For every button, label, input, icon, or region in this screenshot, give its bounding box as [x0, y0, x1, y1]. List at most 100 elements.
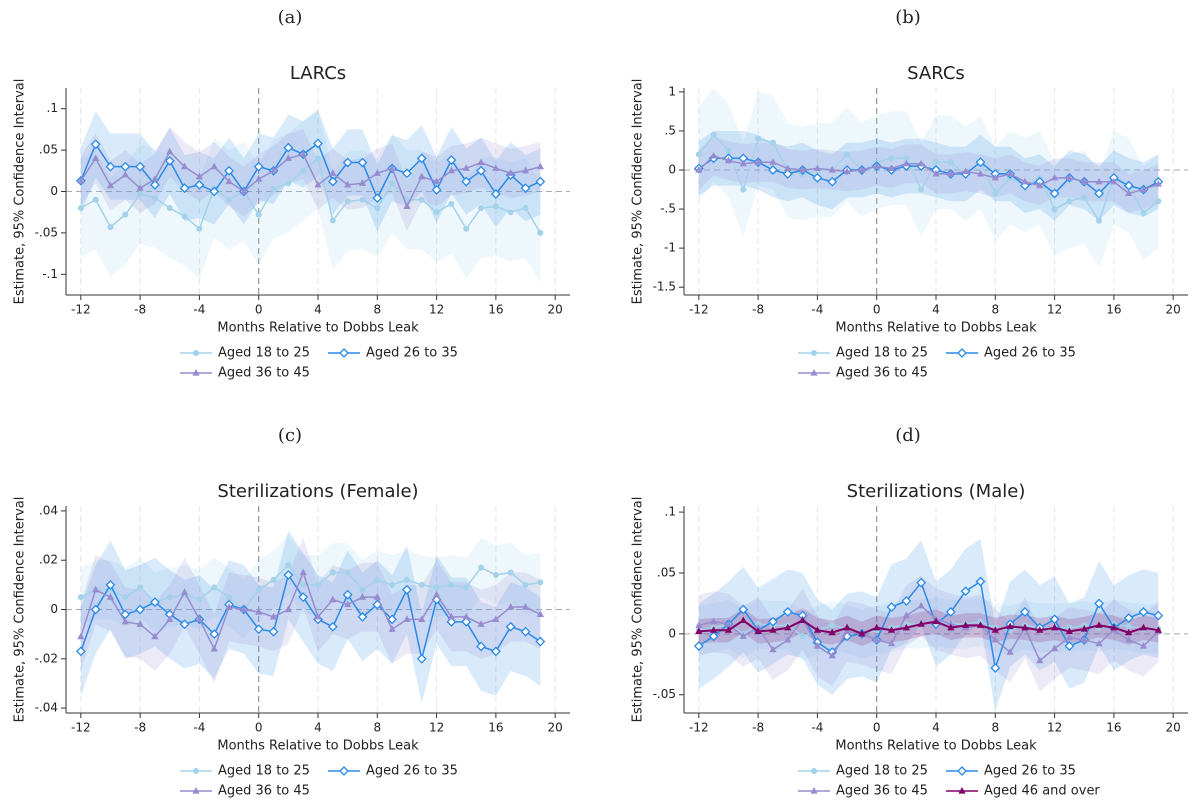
point	[151, 632, 159, 640]
legend-item: Aged 36 to 45	[180, 784, 310, 799]
point	[192, 787, 200, 794]
point	[269, 612, 278, 620]
point	[917, 620, 925, 627]
point	[1123, 613, 1134, 623]
point	[327, 176, 338, 187]
x-tick-label: 8	[373, 303, 381, 317]
point	[374, 576, 381, 583]
chart-title: SARCs	[907, 63, 965, 84]
point	[738, 604, 749, 615]
legend-item: Aged 18 to 25	[180, 346, 310, 361]
point	[210, 162, 218, 170]
point	[811, 768, 817, 774]
x-axis-label: Months Relative to Dobbs Leak	[217, 739, 419, 754]
point	[784, 623, 792, 631]
panel: (c) Sterilizations (Female) -.04 -.02 0 .02 .0…	[13, 425, 570, 799]
x-tick-label: 12	[429, 303, 444, 317]
point	[1139, 185, 1148, 193]
x-tick-label: -4	[811, 303, 823, 317]
point	[1051, 206, 1058, 213]
x-axis-label: Months Relative to Dobbs Leak	[217, 321, 419, 336]
point	[224, 165, 234, 176]
point	[314, 612, 322, 620]
x-tick-label: 16	[1106, 721, 1121, 735]
point	[1036, 181, 1044, 189]
point	[92, 585, 100, 593]
point	[344, 198, 351, 205]
point	[209, 186, 220, 197]
point	[1139, 623, 1148, 631]
point	[121, 617, 129, 625]
point	[873, 623, 881, 631]
legend-item: Aged 46 and over	[946, 784, 1100, 799]
point	[166, 594, 173, 601]
point	[90, 139, 101, 150]
point	[975, 576, 986, 587]
point	[358, 593, 367, 600]
point	[181, 213, 188, 220]
point	[1095, 177, 1103, 185]
point	[77, 176, 85, 184]
point	[447, 612, 456, 620]
point	[798, 166, 807, 173]
point	[299, 150, 307, 157]
point	[520, 626, 531, 637]
point	[107, 224, 114, 231]
point	[344, 180, 352, 188]
point	[164, 155, 175, 166]
x-tick-label: 20	[1166, 303, 1181, 317]
point	[537, 229, 544, 236]
point	[211, 584, 218, 591]
x-tick-label: 20	[1166, 721, 1181, 735]
legend-label: Aged 18 to 25	[836, 346, 928, 361]
point	[137, 584, 144, 591]
series-line	[698, 604, 1159, 662]
y-tick-label: .1	[665, 505, 676, 519]
point	[1021, 623, 1029, 631]
y-tick-label: -.05	[653, 687, 676, 701]
panel: (a) LARCs -.1 -.05 0 .05 .1 -12 -8 -4 0 4 8 12 16 20 Mon…	[13, 7, 570, 381]
confidence-band	[698, 597, 1159, 661]
point	[477, 158, 485, 166]
point	[403, 576, 410, 583]
x-tick-label: 8	[991, 303, 999, 317]
x-axis-label: Months Relative to Dobbs Leak	[835, 739, 1037, 754]
point	[1036, 626, 1044, 633]
point	[492, 164, 500, 171]
point	[888, 155, 895, 162]
point	[195, 172, 204, 180]
y-tick-label: -.02	[35, 651, 58, 665]
panel-label: (d)	[895, 425, 921, 446]
point	[327, 621, 338, 632]
y-tick-label: .5	[665, 123, 676, 137]
point	[1021, 177, 1029, 185]
x-tick-label: 0	[255, 721, 263, 735]
point	[298, 592, 309, 603]
point	[269, 166, 278, 174]
point	[958, 787, 966, 794]
point	[976, 169, 985, 177]
point	[418, 196, 425, 203]
panel-label: (a)	[278, 7, 303, 28]
legend-item: Aged 36 to 45	[798, 366, 928, 381]
point	[105, 579, 116, 590]
point	[799, 633, 806, 640]
point	[962, 621, 970, 628]
point	[947, 623, 955, 631]
series-line	[80, 570, 541, 651]
y-tick-label: .04	[39, 503, 58, 517]
point	[917, 159, 925, 167]
point	[300, 581, 307, 588]
y-tick-label: -.5	[660, 202, 676, 216]
point	[813, 164, 822, 172]
point	[828, 651, 836, 659]
point	[505, 621, 516, 632]
point	[476, 641, 486, 652]
point	[901, 596, 912, 606]
point	[873, 635, 881, 643]
legend-item: Aged 36 to 45	[180, 366, 310, 381]
legend-item: Aged 18 to 25	[180, 764, 310, 779]
point	[121, 170, 129, 178]
point	[933, 159, 939, 166]
